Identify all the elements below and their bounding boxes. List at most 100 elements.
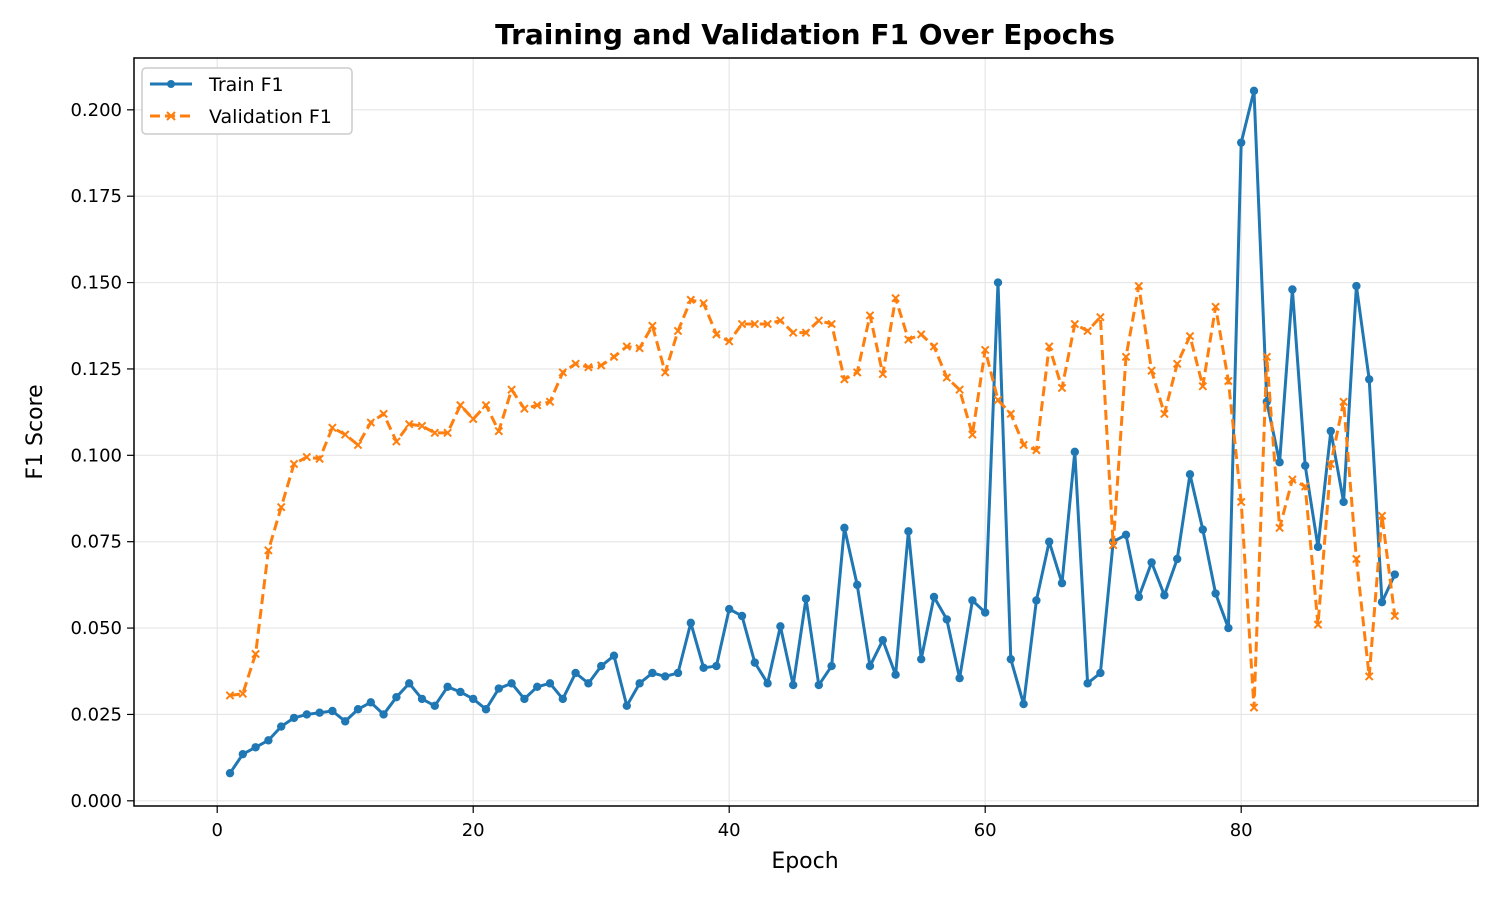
point-train-f1 [968, 596, 977, 605]
point-validation-f1 [494, 426, 504, 436]
point-validation-f1 [1096, 312, 1105, 322]
point-validation-f1 [571, 359, 580, 369]
y-tick-label: 0.100 [70, 445, 122, 466]
point-validation-f1 [1288, 475, 1297, 484]
point-validation-f1 [622, 342, 632, 351]
x-tick-label: 40 [718, 820, 741, 841]
point-train-f1 [789, 680, 798, 690]
point-validation-f1 [238, 689, 248, 699]
point-train-f1 [1301, 461, 1310, 470]
point-train-f1 [1211, 589, 1220, 598]
point-train-f1 [1032, 596, 1041, 605]
point-validation-f1 [520, 404, 529, 413]
point-train-f1 [1224, 623, 1233, 633]
point-validation-f1 [1339, 397, 1348, 407]
point-validation-f1 [340, 430, 350, 439]
point-train-f1 [366, 698, 375, 707]
point-validation-f1 [955, 385, 964, 394]
x-tick-label: 20 [462, 820, 485, 841]
point-train-f1 [405, 679, 414, 688]
point-validation-f1 [353, 440, 363, 450]
point-train-f1 [853, 580, 862, 590]
point-train-f1 [1326, 426, 1336, 436]
y-tick-label: 0.075 [70, 532, 122, 553]
point-validation-f1 [456, 400, 465, 410]
point-train-f1 [1083, 679, 1092, 688]
point-validation-f1 [801, 328, 811, 337]
point-validation-f1 [929, 342, 939, 351]
point-train-f1 [289, 713, 299, 723]
point-train-f1 [1121, 530, 1131, 539]
ticks: 0 20 40 60 80 0.000 0.025 0.050 0.075 0.100 0.125 0… [70, 100, 1252, 841]
point-train-f1 [1070, 447, 1080, 457]
point-validation-f1 [225, 691, 235, 700]
series-line-validation-f1 [229, 284, 1397, 710]
point-train-f1 [712, 661, 721, 671]
point-train-f1 [302, 710, 311, 719]
point-train-f1 [1045, 537, 1054, 546]
point-validation-f1 [430, 428, 440, 438]
point-train-f1 [827, 661, 836, 671]
point-train-f1 [648, 668, 657, 678]
point-train-f1 [225, 768, 235, 778]
point-train-f1 [469, 694, 478, 704]
point-train-f1 [635, 679, 644, 688]
point-validation-f1 [980, 345, 990, 355]
point-validation-f1 [865, 311, 875, 320]
point-validation-f1 [891, 293, 900, 303]
point-train-f1 [456, 687, 465, 697]
point-train-f1 [981, 608, 990, 617]
point-train-f1 [1313, 542, 1323, 552]
point-validation-f1 [584, 362, 593, 372]
point-validation-f1 [315, 454, 324, 464]
point-validation-f1 [468, 414, 478, 424]
legend-marker-train [167, 80, 175, 88]
point-validation-f1 [1390, 611, 1400, 621]
point-train-f1 [328, 706, 337, 716]
point-validation-f1 [1108, 540, 1118, 550]
y-tick-label: 0.025 [70, 704, 122, 725]
point-validation-f1 [379, 409, 388, 419]
y-tick-label: 0.175 [70, 186, 122, 207]
point-train-f1 [1365, 375, 1374, 384]
point-validation-f1 [1057, 383, 1067, 393]
point-train-f1 [955, 673, 964, 683]
point-train-f1 [1096, 668, 1105, 678]
x-tick-label: 60 [974, 820, 997, 841]
point-train-f1 [1006, 654, 1015, 664]
point-validation-f1 [648, 321, 657, 331]
point-validation-f1 [673, 326, 683, 336]
point-train-f1 [661, 672, 670, 681]
legend: Train F1 Validation F1 [141, 67, 353, 135]
point-validation-f1 [264, 546, 273, 555]
point-train-f1 [917, 654, 926, 664]
point-validation-f1 [1352, 554, 1361, 564]
point-train-f1 [1288, 285, 1297, 294]
point-validation-f1 [724, 336, 734, 346]
point-train-f1 [341, 717, 350, 726]
point-train-f1 [353, 705, 363, 714]
point-validation-f1 [1134, 281, 1144, 291]
point-validation-f1 [1326, 459, 1336, 469]
point-validation-f1 [507, 385, 516, 394]
chart-title: Training and Validation F1 Over Epochs [495, 18, 1115, 51]
x-axis-label: Epoch [771, 849, 838, 874]
point-train-f1 [1147, 558, 1156, 567]
point-train-f1 [840, 523, 849, 533]
point-validation-f1 [814, 316, 824, 325]
series-layer [225, 86, 1400, 778]
legend-box [141, 67, 353, 135]
point-train-f1 [737, 611, 747, 621]
point-train-f1 [315, 708, 324, 717]
point-train-f1 [942, 615, 951, 624]
legend-marker-validation [166, 111, 176, 121]
point-train-f1 [277, 722, 286, 731]
point-train-f1 [904, 527, 913, 536]
point-validation-f1 [776, 316, 785, 325]
point-train-f1 [520, 694, 529, 704]
point-validation-f1 [737, 319, 747, 329]
point-train-f1 [1339, 497, 1348, 507]
point-train-f1 [417, 694, 427, 704]
x-tick-label: 80 [1230, 820, 1253, 841]
point-validation-f1 [328, 423, 337, 432]
